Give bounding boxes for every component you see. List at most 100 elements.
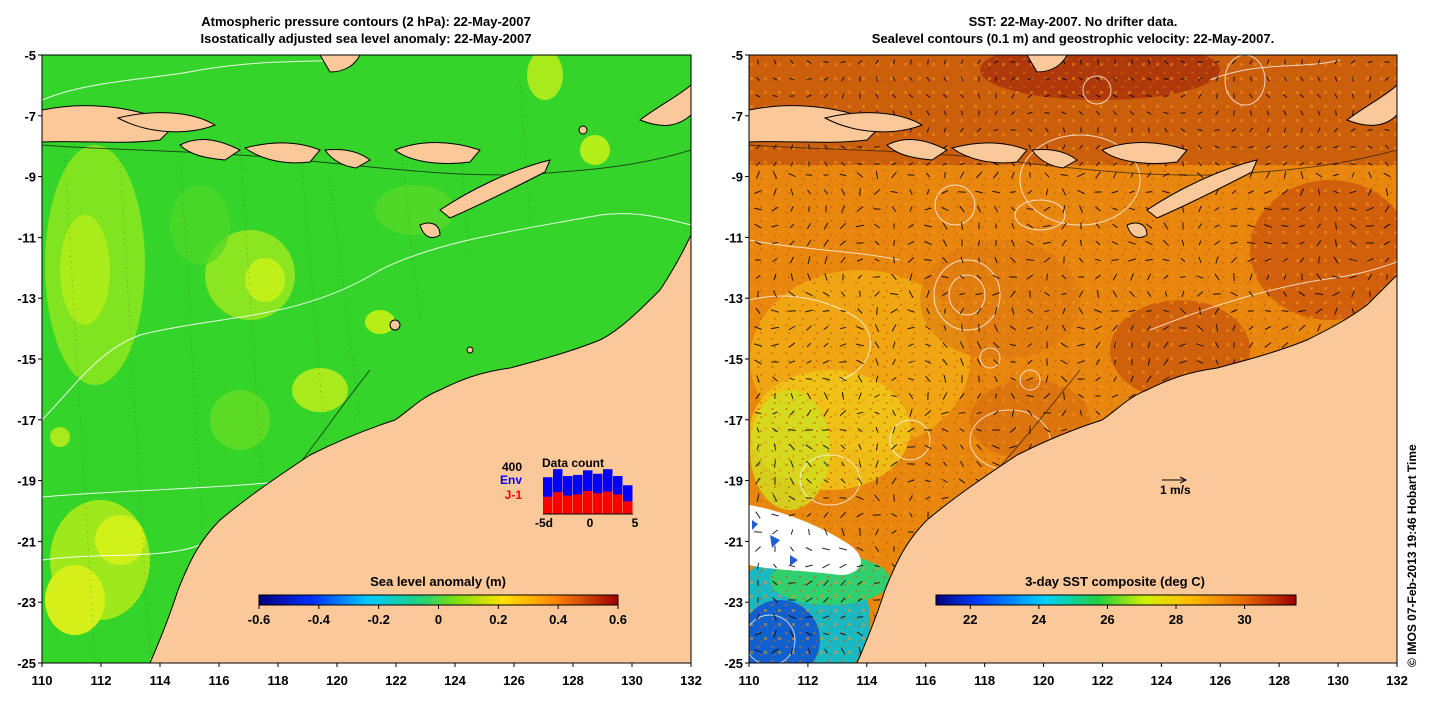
velocity-arrow (1198, 144, 1202, 150)
velocity-arrow (908, 343, 914, 347)
velocity-arrow (839, 222, 847, 230)
velocity-arrow (788, 291, 796, 297)
velocity-arrow (755, 477, 761, 485)
velocity-arrow (943, 461, 947, 467)
sla-map (42, 55, 691, 663)
velocity-arrow (1026, 308, 1034, 314)
inset-env-bar (563, 476, 573, 514)
velocity-arrow (824, 273, 828, 281)
velocity-arrow (1317, 223, 1321, 229)
velocity-arrow (926, 290, 930, 298)
velocity-arrow (906, 446, 916, 448)
velocity-arrow (772, 257, 778, 263)
velocity-arrow (890, 512, 898, 518)
inset-j1-bar (623, 501, 633, 514)
inset-x-label-mid: 0 (587, 516, 594, 530)
velocity-arrow (978, 257, 980, 263)
velocity-arrow (1265, 171, 1271, 179)
velocity-arrow (1179, 360, 1187, 364)
velocity-arrow (824, 256, 828, 264)
left-x-tick-label: 122 (385, 673, 407, 688)
velocity-arrow (1129, 77, 1135, 81)
velocity-arrow (839, 429, 847, 431)
velocity-arrow (1316, 273, 1322, 281)
velocity-arrow (823, 342, 829, 348)
velocity-arrow (856, 564, 864, 568)
velocity-arrow (1114, 127, 1116, 133)
velocity-arrow (858, 647, 862, 655)
velocity-arrow (1283, 110, 1287, 116)
velocity-arrow (774, 460, 776, 468)
inset-j1-bar (603, 491, 613, 514)
velocity-arrow (943, 374, 947, 384)
velocity-arrow (1386, 274, 1388, 280)
velocity-arrow (1315, 308, 1323, 314)
velocity-arrow (1334, 93, 1338, 99)
velocity-arrow (909, 495, 913, 501)
velocity-arrow (841, 205, 845, 213)
velocity-arrow (1113, 171, 1117, 179)
velocity-arrow (1349, 275, 1357, 279)
velocity-arrow (1027, 189, 1033, 195)
velocity-arrow (976, 128, 982, 132)
velocity-arrow (1264, 190, 1272, 194)
velocity-arrow (1230, 291, 1238, 297)
velocity-arrow (756, 171, 760, 179)
velocity-arrow (805, 309, 813, 313)
velocity-arrow (788, 513, 796, 517)
velocity-arrow (1061, 188, 1067, 196)
velocity-arrow (1095, 341, 1101, 349)
velocity-arrow (1079, 410, 1083, 416)
velocity-arrow (961, 110, 963, 116)
right-x-axis: 110 112 114 116 118 120 122 124 126 128 130 132 (739, 663, 1408, 688)
velocity-arrow (993, 205, 999, 213)
velocity-arrow (771, 648, 779, 654)
velocity-arrow (1385, 188, 1389, 196)
velocity-arrow (1147, 341, 1151, 349)
velocity-arrow (805, 444, 813, 450)
velocity-arrow (1332, 275, 1340, 279)
velocity-arrow (807, 256, 811, 264)
small-islands (389, 125, 588, 354)
velocity-arrow (1368, 171, 1372, 179)
velocity-arrow (822, 563, 830, 569)
velocity-arrow (992, 190, 1000, 194)
velocity-arrow (772, 597, 778, 603)
velocity-arrow (1316, 240, 1322, 246)
velocity-arrow (1043, 206, 1051, 212)
inset-x-label-end: 5 (632, 516, 639, 530)
velocity-arrow (1095, 206, 1101, 212)
velocity-arrow (1060, 359, 1068, 365)
velocity-arrow (892, 426, 896, 434)
inset-x-label-start: -5d (535, 516, 553, 530)
velocity-arrow (1061, 239, 1067, 247)
velocity-arrow (908, 360, 914, 364)
scale-label: 1 m/s (1160, 483, 1191, 497)
right-x-tick-label: 120 (1033, 673, 1055, 688)
velocity-arrow (960, 93, 964, 99)
velocity-arrow (806, 189, 812, 195)
velocity-arrow (976, 393, 982, 399)
velocity-arrow (925, 343, 931, 347)
velocity-arrow (1298, 291, 1306, 297)
velocity-arrow (1334, 59, 1338, 65)
land-right (749, 55, 1397, 663)
velocity-arrow (874, 240, 880, 246)
sla-colorbar-tick-label: 0.6 (609, 612, 627, 627)
velocity-arrow (1027, 409, 1033, 417)
velocity-arrow (976, 411, 982, 415)
left-title-line2: Isostatically adjusted sea level anomaly… (201, 31, 532, 46)
velocity-arrow (822, 444, 830, 450)
sla-colorbar-tick-label: -0.4 (308, 612, 331, 627)
velocity-arrow (976, 428, 982, 432)
velocity-arrow (773, 563, 777, 569)
velocity-arrow (893, 494, 895, 502)
velocity-arrow (1027, 77, 1033, 81)
velocity-arrow (1232, 324, 1236, 332)
velocity-arrow (1215, 256, 1219, 264)
velocity-arrow (959, 461, 965, 467)
velocity-arrow (1196, 360, 1204, 364)
left-title-line1: Atmospheric pressure contours (2 hPa): 2… (201, 14, 530, 29)
velocity-arrow (908, 223, 914, 229)
velocity-arrow (1384, 257, 1390, 263)
